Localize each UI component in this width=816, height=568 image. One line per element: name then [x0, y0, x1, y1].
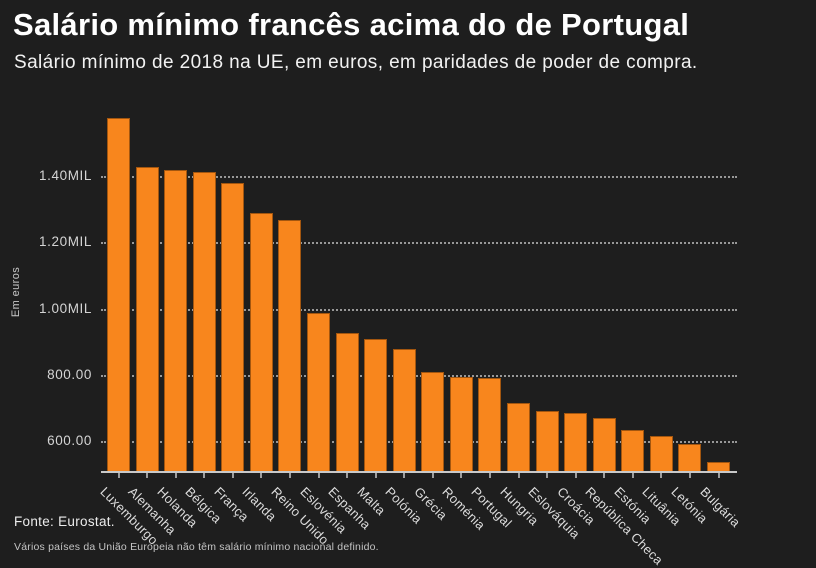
bar-lituania [649, 436, 673, 471]
bar-croacia [564, 412, 588, 471]
bar-eslovaquia [535, 410, 559, 471]
y-tick-label-600: 600.00 [47, 433, 92, 449]
x-tick-alemanha [146, 473, 149, 478]
y-tick-label-1200: 1.20MIL [39, 234, 92, 250]
x-tick-luxemburgo [117, 473, 120, 478]
bar-franca [221, 183, 245, 471]
bar-alemanha [135, 167, 159, 471]
gridline-600 [101, 441, 737, 444]
x-tick-polonia [403, 473, 406, 478]
x-tick-romenia [460, 473, 463, 478]
x-tick-franca [231, 473, 234, 478]
bar-polonia [392, 349, 416, 471]
x-tick-bulgaria [717, 473, 720, 478]
x-tick-eslovenia [317, 473, 320, 478]
x-tick-eslovaquia [546, 473, 549, 478]
bar-hungria [507, 402, 530, 471]
x-tick-estonia [631, 473, 634, 478]
bar-malta [364, 338, 388, 471]
x-tick-portugal [488, 473, 491, 478]
bar-romenia [449, 377, 473, 471]
bar-eslovenia [307, 313, 330, 471]
y-tick-label-1400: 1.40MIL [39, 167, 92, 183]
bar-republica-checa [592, 418, 616, 471]
source-label: Fonte: Eurostat. [14, 514, 115, 529]
x-tick-grecia [431, 473, 434, 478]
bar-letonia [678, 443, 702, 471]
gridline-1000 [101, 308, 737, 311]
chart-subtitle: Salário mínimo de 2018 na UE, em euros, … [14, 52, 698, 73]
y-tick-label-800: 800.00 [47, 367, 92, 382]
gridline-1200 [101, 242, 737, 245]
bar-estonia [621, 430, 645, 471]
x-tick-belgica [203, 473, 206, 478]
bar-bulgaria [707, 462, 730, 471]
bar-luxemburgo [107, 117, 130, 471]
bar-portugal [478, 377, 502, 471]
x-tick-lituania [660, 473, 663, 478]
x-tick-republica-checa [603, 473, 606, 478]
footnote: Vários países da União Europeia não têm … [14, 541, 379, 553]
x-tick-hungria [517, 473, 520, 478]
gridline-800 [101, 375, 737, 377]
bar-espanha [335, 332, 359, 471]
x-label-bulgaria: Bulgária [696, 484, 743, 531]
x-tick-croacia [574, 473, 577, 478]
x-tick-holanda [174, 473, 177, 478]
plot-area [101, 103, 737, 478]
x-tick-malta [374, 473, 377, 478]
y-tick-label-1000: 1.00MIL [39, 300, 92, 316]
bar-belgica [192, 172, 216, 471]
x-axis-line [101, 471, 737, 473]
bar-irlanda [249, 213, 273, 471]
gridline-1400 [101, 175, 737, 178]
x-tick-reino-unido [288, 473, 291, 478]
bar-grecia [421, 371, 445, 471]
x-tick-irlanda [260, 473, 263, 478]
x-tick-espanha [346, 473, 349, 478]
chart-title: Salário mínimo francês acima do de Portu… [13, 7, 690, 42]
bar-holanda [164, 170, 188, 471]
bar-reino-unido [278, 219, 302, 471]
x-tick-letonia [688, 473, 691, 478]
